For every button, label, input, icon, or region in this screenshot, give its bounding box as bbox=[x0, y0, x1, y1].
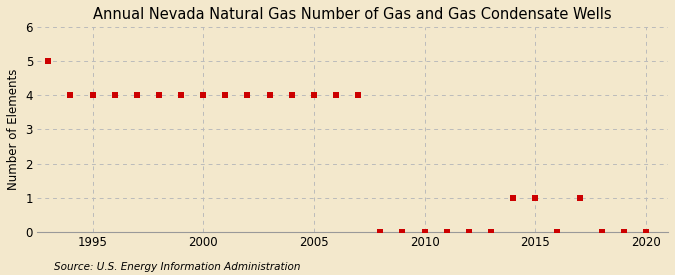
Point bbox=[485, 229, 496, 234]
Point bbox=[242, 93, 253, 98]
Point bbox=[198, 93, 209, 98]
Point bbox=[308, 93, 319, 98]
Point bbox=[552, 229, 563, 234]
Text: Source: U.S. Energy Information Administration: Source: U.S. Energy Information Administ… bbox=[54, 262, 300, 272]
Point bbox=[286, 93, 297, 98]
Point bbox=[641, 229, 651, 234]
Point bbox=[375, 229, 385, 234]
Point bbox=[153, 93, 164, 98]
Point bbox=[574, 195, 585, 200]
Point bbox=[508, 195, 518, 200]
Point bbox=[596, 229, 607, 234]
Point bbox=[220, 93, 231, 98]
Point bbox=[109, 93, 120, 98]
Point bbox=[65, 93, 76, 98]
Point bbox=[353, 93, 364, 98]
Point bbox=[176, 93, 186, 98]
Point bbox=[264, 93, 275, 98]
Point bbox=[87, 93, 98, 98]
Point bbox=[397, 229, 408, 234]
Y-axis label: Number of Elements: Number of Elements bbox=[7, 69, 20, 190]
Title: Annual Nevada Natural Gas Number of Gas and Gas Condensate Wells: Annual Nevada Natural Gas Number of Gas … bbox=[93, 7, 612, 22]
Point bbox=[419, 229, 430, 234]
Point bbox=[464, 229, 475, 234]
Point bbox=[331, 93, 342, 98]
Point bbox=[441, 229, 452, 234]
Point bbox=[530, 195, 541, 200]
Point bbox=[132, 93, 142, 98]
Point bbox=[618, 229, 629, 234]
Point bbox=[43, 59, 53, 64]
